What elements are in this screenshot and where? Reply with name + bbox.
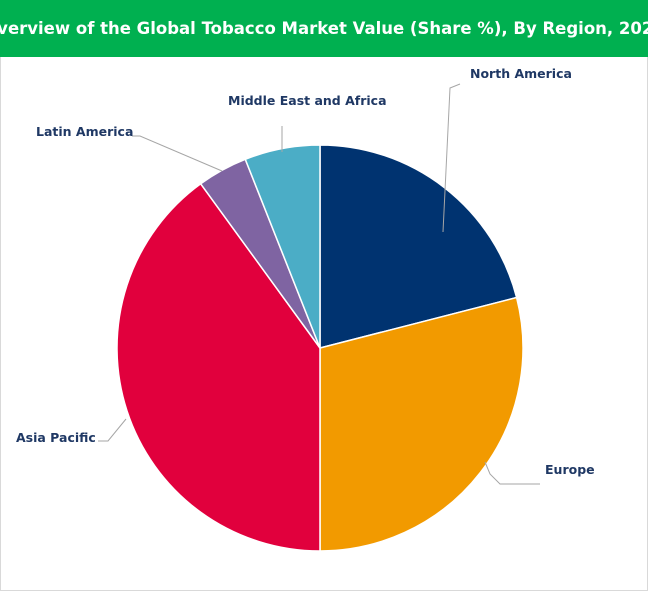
pie-slice-asia-pacific xyxy=(116,182,321,552)
slice-label-europe: Europe xyxy=(545,462,595,477)
pie-slice-europe xyxy=(319,296,524,552)
slice-label-middle-east-and-africa: Middle East and Africa xyxy=(228,93,387,108)
leader-line-europe xyxy=(484,461,540,485)
leader-line-latin-america xyxy=(132,135,223,172)
slice-label-north-america: North America xyxy=(470,66,572,81)
slice-label-asia-pacific: Asia Pacific xyxy=(16,430,96,445)
pie-slice-north-america xyxy=(319,144,518,349)
leader-line-north-america xyxy=(442,83,461,233)
leader-line-asia-pacific xyxy=(98,418,127,442)
chart-title: Overview of the Global Tobacco Market Va… xyxy=(0,19,648,38)
slice-label-latin-america: Latin America xyxy=(36,124,133,139)
title-bar: Overview of the Global Tobacco Market Va… xyxy=(0,0,648,57)
